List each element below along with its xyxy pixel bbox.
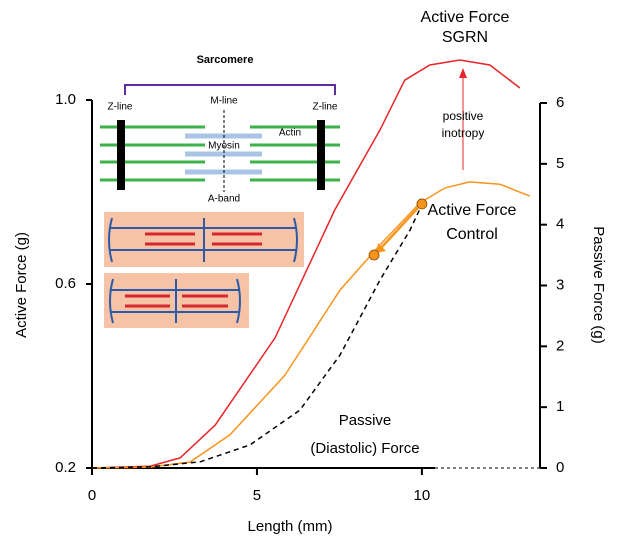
y2-tick-label: 6 <box>556 94 564 111</box>
chart: Sarcomere Z-line M-line Z-line Actin Myo… <box>0 0 618 542</box>
y-axis-label: Active Force (g) <box>13 232 30 338</box>
inset-label: Z-line <box>312 102 337 113</box>
arrow-head <box>459 68 467 78</box>
annotation: Passive <box>339 412 392 429</box>
y2-tick-label: 5 <box>556 155 564 172</box>
marker-arrow <box>380 208 418 249</box>
marker <box>417 199 427 209</box>
y2-tick-label: 2 <box>556 337 564 354</box>
x-tick-label: 10 <box>414 487 431 504</box>
y2-axis-label: Passive Force (g) <box>590 226 607 344</box>
inset-title: Sarcomere <box>197 54 254 66</box>
annotation: Control <box>446 226 498 243</box>
inset-label: Actin <box>279 128 301 139</box>
annotation: SGRN <box>442 29 488 46</box>
y2-tick-label: 1 <box>556 398 564 415</box>
y-tick-label: 1.0 <box>55 91 76 108</box>
inset-label: M-line <box>210 96 238 107</box>
annotation: Active Force <box>428 202 517 219</box>
y-tick-label: 0.2 <box>55 459 76 476</box>
sarcomere-inset: Sarcomere Z-line M-line Z-line Actin Myo… <box>100 54 340 328</box>
sarcomere-bracket <box>125 85 335 95</box>
inset-label: Z-line <box>107 102 132 113</box>
annotation: positive <box>443 109 484 123</box>
y2-tick-label: 4 <box>556 216 564 233</box>
y-tick-label: 0.6 <box>55 275 76 292</box>
inset-label: Myosin <box>208 141 240 152</box>
marker <box>369 250 379 260</box>
z-line <box>317 120 325 190</box>
annotation: Active Force <box>421 9 510 26</box>
y2-tick-label: 0 <box>556 459 564 476</box>
y2-tick-label: 3 <box>556 276 564 293</box>
inset-label: A-band <box>208 194 240 205</box>
x-tick-label: 5 <box>253 487 261 504</box>
annotation: (Diastolic) Force <box>310 440 419 457</box>
annotation: inotropy <box>442 126 485 140</box>
z-line <box>117 120 125 190</box>
x-axis-label: Length (mm) <box>247 518 332 535</box>
x-tick-label: 0 <box>88 487 96 504</box>
